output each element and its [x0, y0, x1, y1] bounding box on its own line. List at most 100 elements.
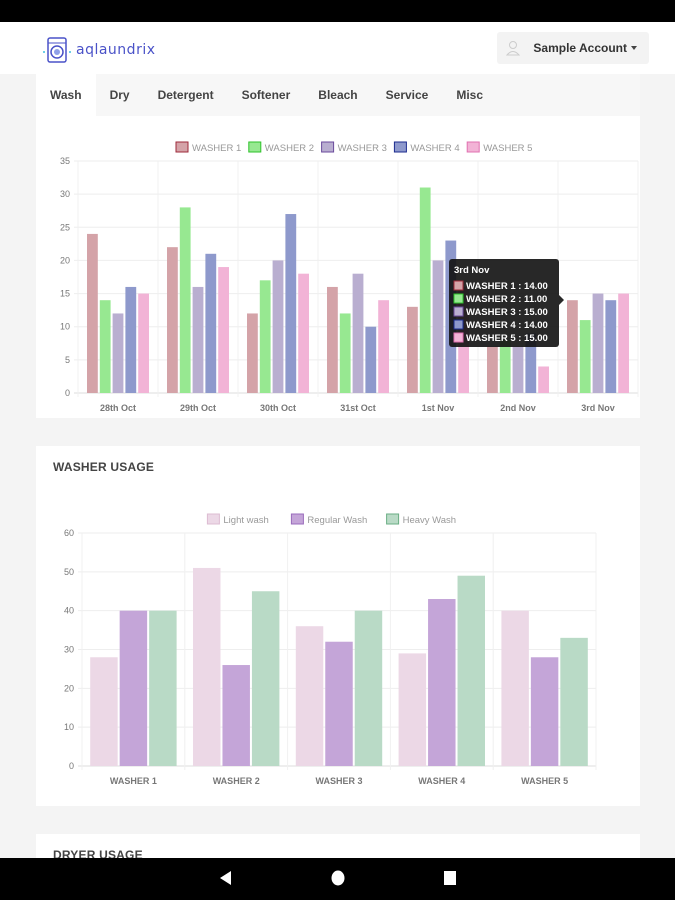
x-tick-label: 28th Oct [100, 403, 136, 413]
bar-washer-5 [378, 300, 389, 393]
tooltip-line: WASHER 4 : 14.00 [466, 320, 548, 331]
bar-regular-wash [428, 599, 456, 766]
tooltip-arrow [559, 295, 564, 305]
bar-washer-2 [99, 300, 111, 393]
bar-washer-1 [407, 306, 418, 393]
bar-light-wash [398, 653, 427, 766]
bar-washer-2 [419, 187, 431, 393]
tooltip-swatch [453, 280, 464, 291]
legend-label: Regular Wash [307, 515, 367, 526]
account-label: Sample Account [533, 41, 627, 55]
tab-softener[interactable]: Softener [241, 88, 291, 102]
x-tick-label: 2nd Nov [500, 403, 536, 413]
x-tick-label: 31st Oct [340, 403, 376, 413]
tab-dry[interactable]: Dry [109, 88, 130, 102]
tooltip-swatch [453, 319, 464, 330]
tab-wash[interactable]: Wash [36, 74, 96, 116]
bar-washer-4 [125, 286, 137, 393]
tooltip-box [449, 259, 559, 347]
tooltip-swatch [453, 293, 464, 304]
y-tick-label: 15 [60, 289, 70, 299]
bar-washer-1 [87, 233, 98, 393]
bar-washer-4 [285, 214, 297, 393]
x-tick-label: WASHER 1 [110, 776, 157, 786]
x-tick-label: WASHER 3 [315, 776, 362, 786]
y-tick-label: 10 [64, 722, 74, 732]
bar-washer-3 [352, 273, 364, 393]
x-tick-label: 3rd Nov [581, 403, 615, 413]
y-tick-label: 0 [69, 761, 74, 771]
tab-misc[interactable]: Misc [456, 88, 484, 102]
bar-washer-1 [327, 286, 338, 393]
legend-label: WASHER 2 [265, 143, 314, 154]
bar-heavy-wash [457, 575, 486, 766]
bar-washer-1 [567, 300, 578, 393]
bar-washer-2 [579, 320, 591, 393]
bar-washer-5 [618, 293, 629, 393]
tab-bar: Wash Dry Detergent Softener Bleach Servi… [36, 74, 640, 116]
tab-detergent[interactable]: Detergent [157, 88, 214, 102]
bar-light-wash [501, 610, 529, 766]
legend-label: WASHER 3 [338, 143, 387, 154]
back-icon[interactable] [218, 870, 232, 886]
bar-washer-3 [512, 346, 524, 393]
tooltip-line: WASHER 2 : 11.00 [466, 294, 547, 305]
y-tick-label: 30 [64, 645, 74, 655]
legend-label: WASHER 5 [483, 143, 532, 154]
x-tick-label: WASHER 5 [521, 776, 568, 786]
bar-heavy-wash [354, 610, 383, 766]
bar-washer-2 [339, 313, 351, 393]
logo[interactable]: aqlaundrix [42, 36, 156, 64]
bar-light-wash [192, 567, 221, 766]
washer-usage-title: WASHER USAGE [53, 460, 155, 474]
washer-usage-chart: 0 10 20 30 40 50 60 WASHER 1 WASHER 2 WASHER 3 WAS… [64, 513, 597, 786]
bar-heavy-wash [149, 610, 177, 766]
x-tick-label: WASHER 4 [418, 776, 465, 786]
status-bar [0, 0, 675, 22]
bar-regular-wash [530, 657, 559, 766]
y-tick-label: 10 [60, 322, 70, 332]
tab-service[interactable]: Service [385, 88, 429, 102]
home-icon[interactable] [331, 870, 345, 886]
legend-swatch [248, 141, 262, 153]
tab-bleach[interactable]: Bleach [318, 88, 358, 102]
logo-text: aqlaundrix [76, 42, 156, 58]
x-tick-label: WASHER 2 [213, 776, 260, 786]
washing-machine-icon [43, 37, 71, 63]
tooltip-line: WASHER 5 : 15.00 [466, 333, 548, 344]
tooltip-title: 3rd Nov [454, 265, 490, 276]
tooltip-line: WASHER 3 : 15.00 [466, 307, 548, 318]
y-tick-label: 50 [64, 567, 74, 577]
account-menu-button[interactable]: Sample Account [497, 32, 649, 64]
legend-swatch [386, 513, 400, 525]
bar-heavy-wash [251, 591, 280, 766]
bar-washer-5 [298, 273, 309, 393]
bar-washer-5 [138, 293, 149, 393]
y-tick-label: 0 [65, 388, 70, 398]
bar-washer-5 [218, 267, 229, 393]
bar-washer-5 [538, 366, 549, 393]
y-tick-label: 35 [60, 156, 70, 166]
recents-icon[interactable] [443, 870, 457, 886]
bar-washer-2 [499, 339, 511, 393]
bar-washer-1 [487, 346, 498, 393]
legend-label: WASHER 1 [192, 143, 241, 154]
bar-washer-3 [112, 313, 124, 393]
legend-swatch [466, 141, 480, 153]
bar-washer-2 [179, 207, 191, 393]
android-nav-bar [0, 858, 675, 900]
y-tick-label: 20 [64, 683, 74, 693]
bar-regular-wash [325, 641, 353, 766]
bar-washer-4 [205, 253, 217, 393]
legend-label: WASHER 4 [410, 143, 459, 154]
legend-label: Heavy Wash [403, 515, 457, 526]
bar-washer-1 [167, 247, 178, 393]
x-tick-label: 29th Oct [180, 403, 216, 413]
x-tick-label: 30th Oct [260, 403, 296, 413]
bar-regular-wash [119, 610, 148, 766]
user-icon [506, 41, 521, 56]
bar-washer-2 [259, 280, 271, 393]
bar-washer-1 [247, 313, 258, 393]
bar-heavy-wash [560, 637, 588, 766]
bar-washer-4 [365, 326, 377, 393]
